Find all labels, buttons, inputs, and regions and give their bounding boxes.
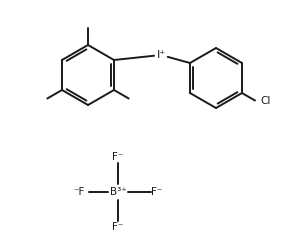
Text: F⁻: F⁻	[151, 187, 163, 197]
Text: Cl: Cl	[260, 96, 270, 105]
Text: F⁻: F⁻	[112, 152, 124, 162]
Text: B³⁺: B³⁺	[110, 187, 126, 197]
Text: I⁺: I⁺	[157, 50, 166, 60]
Text: ⁻F: ⁻F	[73, 187, 85, 197]
Text: F⁻: F⁻	[112, 222, 124, 232]
